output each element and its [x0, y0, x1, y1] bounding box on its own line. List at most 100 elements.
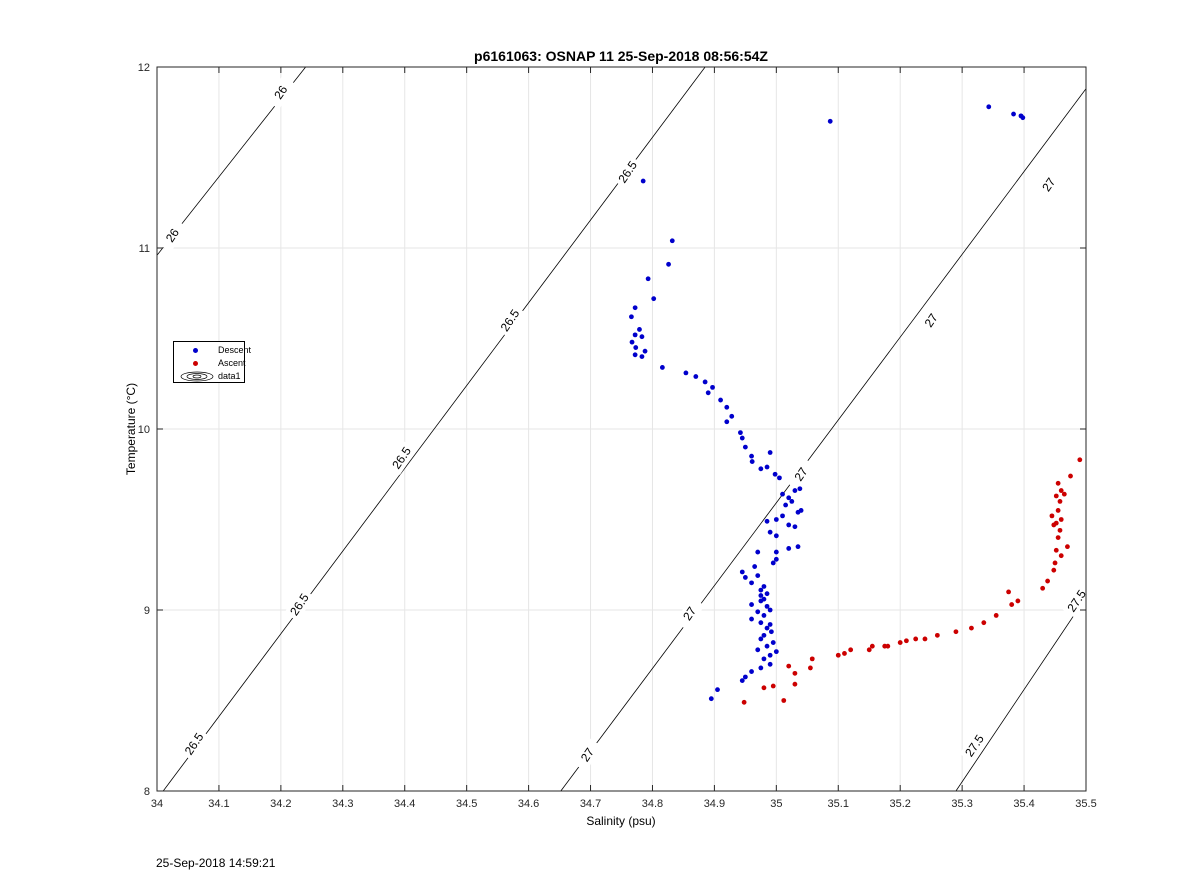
descent-marker-icon — [193, 348, 198, 353]
descent-point — [780, 513, 785, 519]
x-tick-label: 35.1 — [828, 798, 849, 810]
ascent-point — [1051, 522, 1057, 528]
ascent-point — [1015, 598, 1021, 604]
descent-point — [702, 379, 708, 385]
ascent-point — [1040, 585, 1046, 591]
contour-label-bg — [572, 737, 603, 772]
legend-label-ascent: Ascent — [218, 358, 246, 368]
descent-point — [755, 609, 761, 615]
ascent-point — [741, 699, 747, 705]
ascent-point — [882, 643, 888, 649]
descent-point — [758, 587, 764, 593]
x-tick-label: 34.6 — [518, 798, 539, 810]
y-tick-label: 9 — [144, 605, 150, 617]
x-tick-label: 34.1 — [208, 798, 229, 810]
ascent-point — [934, 632, 940, 638]
y-tick-label: 10 — [138, 424, 150, 436]
descent-point — [1011, 111, 1016, 117]
descent-point — [777, 475, 782, 481]
ascent-point — [953, 629, 959, 635]
chart-title: p6161063: OSNAP 11 25-Sep-2018 08:56:54Z — [474, 48, 768, 64]
descent-point — [773, 533, 779, 539]
ascent-point — [835, 652, 841, 658]
ascent-point — [842, 651, 847, 656]
descent-point — [767, 652, 773, 658]
data-points — [629, 104, 1083, 705]
descent-point — [758, 620, 764, 626]
ascent-point — [1058, 488, 1064, 493]
descent-point — [632, 352, 638, 358]
descent-point — [780, 491, 785, 497]
descent-point — [755, 549, 761, 555]
ascent-point — [792, 681, 798, 687]
legend: Descent Ascent data1 — [173, 341, 251, 383]
ascent-point — [781, 698, 787, 703]
y-tick-label: 11 — [139, 243, 150, 255]
descent-point — [773, 517, 779, 522]
x-tick-label: 34.7 — [580, 798, 601, 810]
x-tick-label: 34.4 — [394, 798, 415, 810]
descent-point — [693, 374, 699, 379]
ascent-point — [761, 685, 767, 691]
descent-point — [773, 549, 779, 555]
descent-point — [749, 580, 754, 586]
descent-point — [718, 397, 723, 403]
ascent-point — [1006, 589, 1011, 595]
ascent-point — [1058, 517, 1064, 522]
descent-point — [758, 665, 764, 671]
descent-point — [792, 488, 798, 493]
descent-point — [742, 674, 748, 680]
x-tick-label: 34.8 — [642, 798, 663, 810]
descent-point — [1020, 115, 1026, 121]
descent-point — [729, 413, 735, 419]
descent-point — [795, 544, 801, 550]
contour-line-27 — [560, 88, 1086, 791]
descent-point — [764, 591, 770, 597]
descent-point — [758, 466, 764, 472]
descent-point — [758, 636, 764, 642]
contour-label-bg — [157, 218, 188, 253]
ascent-point — [897, 640, 903, 645]
descent-point — [773, 649, 779, 655]
descent-point — [724, 419, 730, 425]
descent-point — [797, 486, 803, 492]
x-axis-ticks: 34 34.1 34.2 34.3 34.4 34.5 34.6 34.7 34.8 34.9 35… — [151, 67, 1097, 810]
descent-point — [749, 616, 754, 622]
descent-point — [739, 435, 745, 441]
descent-point — [715, 687, 720, 693]
descent-point — [666, 261, 671, 267]
ascent-point — [1057, 499, 1063, 504]
descent-point — [629, 339, 635, 345]
descent-point — [792, 524, 798, 530]
descent-point — [767, 622, 773, 627]
descent-point — [761, 613, 767, 618]
ascent-point — [969, 625, 974, 631]
descent-point — [629, 314, 634, 320]
ascent-point — [869, 643, 875, 649]
legend-item-descent: Descent — [174, 344, 251, 357]
legend-label-data1: data1 — [218, 371, 241, 381]
descent-point — [786, 546, 792, 551]
descent-point — [683, 370, 689, 376]
descent-point — [632, 332, 638, 338]
contour-label-bg — [1061, 584, 1092, 618]
descent-point — [761, 656, 767, 662]
contour-label-bg — [916, 303, 947, 338]
descent-point — [768, 629, 774, 635]
ascent-point — [1057, 527, 1063, 533]
descent-point — [986, 104, 992, 110]
contour-label-bg — [179, 727, 210, 761]
ascent-point — [866, 647, 872, 653]
descent-point — [752, 564, 758, 569]
ascent-point — [1068, 473, 1073, 479]
descent-point — [749, 459, 755, 464]
x-tick-label: 35 — [770, 798, 782, 810]
contour-label-bg — [284, 587, 315, 622]
descent-point — [645, 276, 651, 282]
contour-label-bg — [959, 728, 990, 763]
ascent-point — [913, 636, 919, 642]
descent-point — [789, 499, 795, 504]
descent-point — [640, 178, 646, 184]
legend-item-ascent: Ascent — [174, 357, 246, 370]
